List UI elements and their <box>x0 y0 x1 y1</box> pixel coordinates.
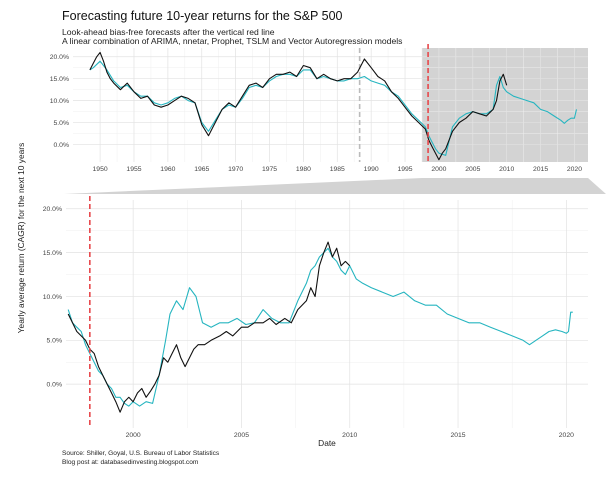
blog-caption: Blog post at: databasedinvesting.blogspo… <box>62 459 199 466</box>
overview-series-actual <box>89 51 508 161</box>
zoom-y-tick-label: 10.0% <box>43 294 62 301</box>
overview-x-tick-label: 1990 <box>364 166 379 173</box>
zoom-y-tick-label: 15.0% <box>43 250 62 257</box>
zoom-y-tick-label: 0.0% <box>47 382 63 389</box>
zoom-y-tick-label: 20.0% <box>43 206 62 213</box>
y-axis-label: Yearly average return (CAGR) for the nex… <box>16 143 26 334</box>
zoom-x-tick-label: 2015 <box>450 432 465 439</box>
overview-x-tick-label: 2005 <box>465 166 480 173</box>
zoom-connector <box>64 178 606 194</box>
overview-x-tick-label: 2015 <box>533 166 548 173</box>
overview-x-tick-label: 1970 <box>228 166 243 173</box>
overview-x-tick-label: 1975 <box>262 166 277 173</box>
overview-x-tick-label: 1955 <box>126 166 141 173</box>
zoom-plot-area <box>66 200 588 428</box>
overview-x-tick-label: 1960 <box>160 166 175 173</box>
zoom-x-tick-label: 2000 <box>126 432 141 439</box>
chart-subtitle-2: A linear combination of ARIMA, nnetar, P… <box>62 36 403 46</box>
overview-y-tick-label: 0.0% <box>54 142 70 149</box>
overview-x-tick-label: 2020 <box>567 166 582 173</box>
overview-series-forecast <box>89 60 578 156</box>
zoom-y-tick-label: 5.0% <box>47 338 63 345</box>
zoom-x-axis-label: Date <box>318 438 336 448</box>
overview-x-tick-label: 2010 <box>499 166 514 173</box>
zoom-x-tick-label: 2005 <box>234 432 249 439</box>
source-caption: Source: Shiller, Goyal, U.S. Bureau of L… <box>62 450 220 457</box>
overview-y-tick-label: 15.0% <box>50 76 69 83</box>
overview-y-tick-label: 20.0% <box>50 54 69 61</box>
overview-shaded-region <box>421 48 588 162</box>
zoom-x-tick-label: 2010 <box>342 432 357 439</box>
zoom-series-actual <box>67 241 351 413</box>
overview-x-tick-label: 1995 <box>397 166 412 173</box>
zoom-x-tick-label: 2020 <box>559 432 574 439</box>
overview-y-tick-label: 5.0% <box>54 120 70 127</box>
chart-title: Forecasting future 10-year returns for t… <box>62 9 343 23</box>
overview-x-tick-label: 1965 <box>194 166 209 173</box>
overview-x-tick-label: 1980 <box>296 166 311 173</box>
overview-x-tick-label: 1985 <box>330 166 345 173</box>
zoom-series-forecast <box>67 247 573 407</box>
chart-subtitle-1: Look-ahead bias-free forecasts after the… <box>62 27 275 37</box>
overview-y-tick-label: 10.0% <box>50 98 69 105</box>
overview-x-tick-label: 2000 <box>431 166 446 173</box>
overview-x-tick-label: 1950 <box>93 166 108 173</box>
